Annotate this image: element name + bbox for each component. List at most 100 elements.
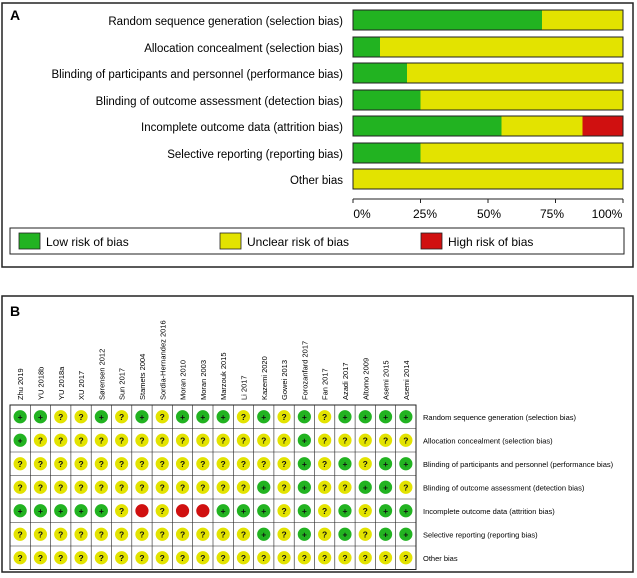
judgement-circle-unclear: [318, 504, 332, 518]
judgement-unclear: ?: [13, 457, 27, 471]
judgement-symbol: ?: [139, 553, 144, 563]
judgement-low: +: [13, 504, 27, 518]
judgement-symbol: ?: [160, 482, 165, 492]
bar-segment-low: [353, 143, 421, 163]
judgement-symbol: +: [302, 482, 307, 492]
judgement-circle-low: [297, 504, 311, 518]
judgement-unclear: ?: [13, 480, 27, 494]
judgement-circle-low: [297, 457, 311, 471]
study-label: Zhu 2019: [16, 368, 25, 400]
judgement-unclear: ?: [358, 504, 372, 518]
judgement-circle-unclear: [94, 551, 108, 565]
judgement-circle-low: [378, 410, 393, 424]
judgement-symbol: ?: [99, 553, 104, 563]
judgement-unclear: ?: [74, 527, 88, 541]
judgement-unclear: ?: [115, 410, 129, 424]
study-label: YU 2018b: [36, 367, 45, 400]
judgement-low: +: [378, 527, 393, 541]
judgement-circle-unclear: [399, 551, 413, 565]
judgement-circle-unclear: [236, 457, 251, 471]
judgement-unclear: ?: [277, 457, 291, 471]
judgement-symbol: +: [342, 506, 347, 516]
judgement-low: +: [135, 410, 149, 424]
judgement-unclear: ?: [155, 551, 169, 565]
judgement-circle-low: [338, 410, 352, 424]
judgement-unclear: ?: [358, 527, 372, 541]
judgement-symbol: ?: [322, 553, 327, 563]
judgement-symbol: ?: [281, 506, 286, 516]
judgement-circle-low: [297, 433, 311, 447]
bar-outline: [352, 89, 624, 111]
judgement-low: +: [175, 410, 190, 424]
legend-swatch-high: [420, 232, 443, 250]
judgement-circle-low: [338, 527, 352, 541]
judgement-unclear: ?: [399, 551, 413, 565]
study-label: Asemi 2014: [402, 360, 411, 400]
bar-segment-low: [353, 10, 542, 30]
judgement-circle-low: [399, 527, 413, 541]
judgement-circle-unclear: [358, 504, 372, 518]
judgement-unclear: ?: [257, 551, 271, 565]
judgement-unclear: ?: [277, 480, 291, 494]
judgement-unclear: ?: [94, 457, 108, 471]
judgement-circle-low: [399, 410, 413, 424]
judgement-symbol: ?: [281, 529, 286, 539]
judgement-symbol: ?: [200, 482, 205, 492]
judgement-low: +: [94, 504, 108, 518]
bar-segment-low: [353, 90, 421, 110]
judgement-circle-unclear: [155, 527, 169, 541]
judgement-circle-unclear: [155, 457, 169, 471]
judgement-low: +: [33, 410, 48, 424]
panel-b-frame: [1, 295, 634, 573]
judgement-circle-low: [74, 504, 88, 518]
judgement-circle-low: [297, 480, 311, 494]
judgement-low: +: [399, 527, 413, 541]
judgement-circle-low: [399, 457, 413, 471]
domain-label: Incomplete outcome data (attrition bias): [423, 507, 555, 516]
judgement-circle-low: [196, 410, 210, 424]
judgement-circle-low: [175, 410, 190, 424]
category-label: Blinding of participants and personnel (…: [52, 69, 344, 81]
judgement-high: [175, 504, 190, 518]
judgement-circle-low: [13, 433, 27, 447]
judgement-symbol: ?: [200, 553, 205, 563]
judgement-circle-unclear: [94, 527, 108, 541]
judgement-symbol: +: [383, 412, 388, 422]
judgement-symbol: ?: [322, 459, 327, 469]
judgement-low: +: [378, 504, 393, 518]
judgement-symbol: ?: [58, 553, 63, 563]
judgement-unclear: ?: [297, 551, 311, 565]
judgement-symbol: ?: [363, 435, 368, 445]
judgement-circle-unclear: [135, 457, 149, 471]
judgement-symbol: +: [261, 506, 266, 516]
judgement-symbol: ?: [78, 435, 83, 445]
judgement-circle-unclear: [318, 410, 332, 424]
domain-label: Other bias: [423, 554, 458, 563]
judgement-symbol: ?: [119, 482, 124, 492]
domain-label: Blinding of outcome assessment (detectio…: [423, 483, 585, 492]
study-label: Azadi 2017: [341, 362, 350, 400]
bar-outline: [352, 62, 624, 84]
judgement-unclear: ?: [175, 527, 190, 541]
judgement-symbol: +: [302, 529, 307, 539]
judgement-circle-unclear: [277, 551, 291, 565]
x-tick-label: 75%: [540, 207, 564, 221]
judgement-circle-unclear: [155, 410, 169, 424]
judgement-symbol: +: [363, 412, 368, 422]
judgement-unclear: ?: [33, 457, 48, 471]
bar-outline: [352, 168, 624, 190]
panel-b-summary-table: Zhu 2019 YU 2018b YU 2018a XU 2017 Sørensen …: [9, 320, 614, 570]
judgement-unclear: ?: [54, 551, 68, 565]
legend-label-high: High risk of bias: [448, 235, 533, 249]
judgement-circle-unclear: [236, 433, 251, 447]
judgement-symbol: ?: [281, 412, 286, 422]
judgement-symbol: ?: [281, 459, 286, 469]
judgement-symbol: ?: [281, 553, 286, 563]
judgement-unclear: ?: [338, 433, 352, 447]
legend-label-low: Low risk of bias: [46, 235, 129, 249]
judgement-symbol: ?: [180, 435, 185, 445]
study-label: Altomo 2009: [361, 358, 370, 400]
judgement-unclear: ?: [358, 433, 372, 447]
judgement-circle-low: [257, 527, 271, 541]
judgement-unclear: ?: [175, 433, 190, 447]
